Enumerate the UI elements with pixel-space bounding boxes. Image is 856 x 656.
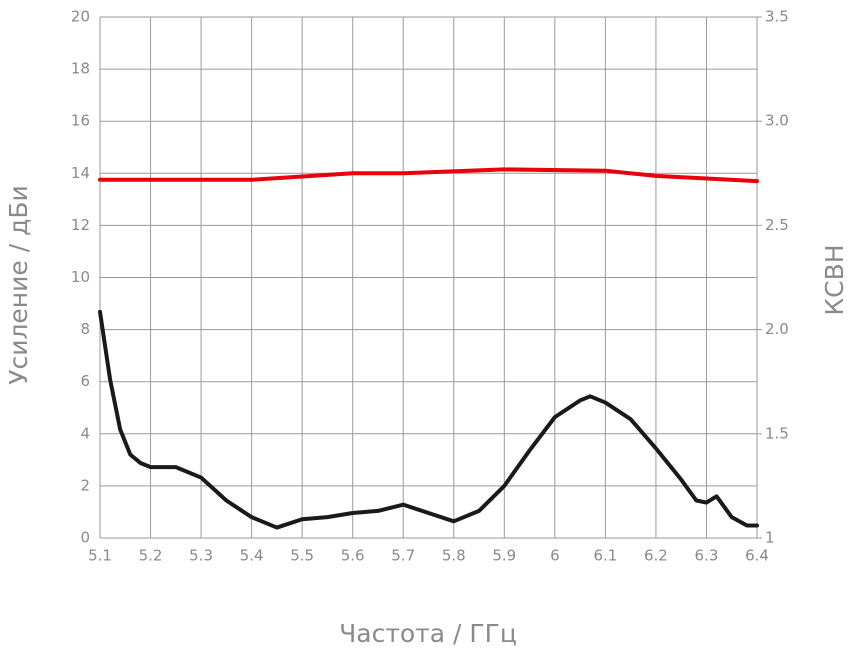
y-tick-label: 12 [71,216,90,234]
y2-tick-label: 1.5 [765,424,789,442]
x-tick-label: 5.4 [240,547,264,565]
y2-tick-label: 2.5 [765,216,789,234]
y-tick-label: 14 [71,164,90,182]
x-tick-label: 5.2 [139,547,163,565]
x-tick-label: 5.8 [442,547,466,565]
x-tick-label: 6 [550,547,560,565]
x-tick-label: 6.4 [745,547,769,565]
x-tick-label: 5.1 [88,547,112,565]
x-tick-label: 5.3 [189,547,213,565]
y-tick-label: 0 [80,529,90,547]
x-tick-label: 5.5 [290,547,314,565]
x-tick-label: 5.6 [341,547,365,565]
y2-tick-label: 1 [765,529,775,547]
y-axis-title: Усиление / дБи [4,185,33,385]
y-tick-label: 10 [71,268,90,286]
y-tick-label: 6 [80,372,90,390]
series-line [98,309,759,530]
x-tick-label: 5.7 [391,547,415,565]
x-tick-label: 6.2 [644,547,668,565]
y-tick-label: 20 [71,8,90,26]
y-tick-label: 4 [80,424,90,442]
y-tick-label: 18 [71,60,90,78]
x-axis-title: Частота / ГГц [339,619,517,648]
y-tick-label: 8 [80,320,90,338]
y2-tick-label: 2.0 [765,320,789,338]
y-tick-label: 16 [71,112,90,130]
y-tick-label: 2 [80,476,90,494]
x-tick-label: 5.9 [492,547,516,565]
series-line [98,167,759,184]
x-tick-label: 6.1 [593,547,617,565]
y2-tick-label: 3.0 [765,112,789,130]
y2-axis-title: КСВН [820,244,849,315]
x-tick-label: 6.3 [695,547,719,565]
y2-tick-label: 3.5 [765,8,789,26]
